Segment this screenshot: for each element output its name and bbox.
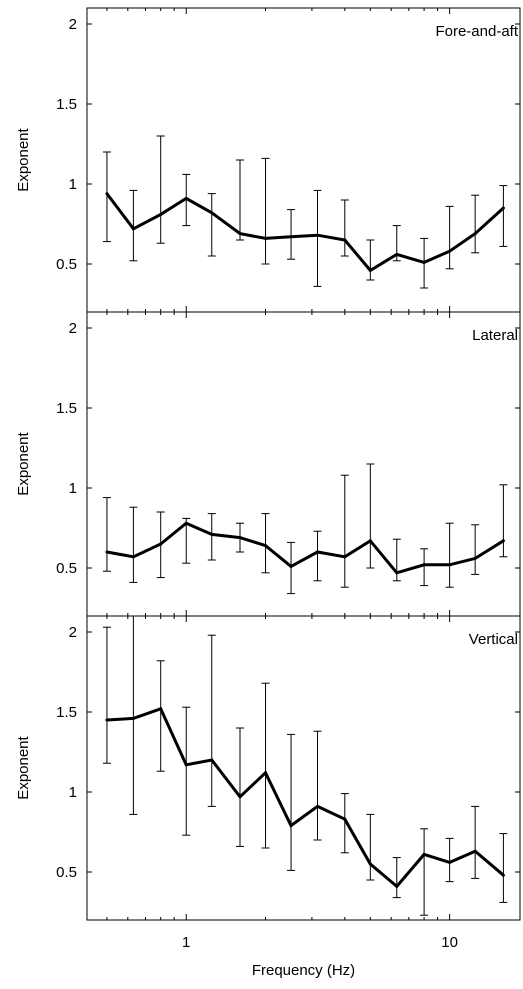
- data-point-lateral-1: [131, 555, 135, 559]
- series-line-fore-and-aft: [105, 192, 505, 273]
- panel-label-vertical: Vertical: [469, 631, 518, 648]
- y-tick-label-vertical-2: 1.5: [56, 704, 77, 721]
- data-point-vertical-14: [473, 849, 477, 853]
- data-point-vertical-6: [264, 771, 268, 775]
- data-point-lateral-0: [105, 550, 109, 554]
- data-point-fore-and-aft-9: [343, 238, 347, 242]
- data-point-lateral-8: [315, 550, 319, 554]
- data-point-fore-and-aft-10: [368, 268, 372, 272]
- data-point-vertical-5: [238, 795, 242, 799]
- y-tick-label-vertical-3: 2: [69, 624, 77, 641]
- data-point-vertical-15: [501, 873, 505, 877]
- data-point-lateral-12: [422, 563, 426, 567]
- data-point-vertical-8: [315, 804, 319, 808]
- plot-frame-lateral: [86, 311, 521, 617]
- series-line-lateral: [106, 521, 505, 575]
- data-point-fore-and-aft-1: [131, 227, 135, 231]
- data-point-fore-and-aft-5: [238, 232, 242, 236]
- y-tick-label-fore-and-aft-1: 1: [69, 176, 77, 193]
- x-tick-label-0: 1: [182, 934, 190, 951]
- y-tick-label-lateral-0: 0.5: [56, 560, 77, 577]
- plot-frame-fore-and-aft: [86, 7, 521, 313]
- data-point-vertical-12: [422, 852, 426, 856]
- y-tick-label-lateral-1: 1: [69, 480, 77, 497]
- data-point-lateral-10: [368, 539, 372, 543]
- y-tick-label-fore-and-aft-2: 1.5: [56, 96, 77, 113]
- series-line-vertical: [106, 706, 505, 889]
- data-point-fore-and-aft-8: [315, 233, 319, 237]
- y-axis-label-lateral: Exponent: [15, 431, 32, 495]
- data-point-lateral-7: [289, 564, 293, 568]
- data-point-fore-and-aft-2: [159, 212, 163, 216]
- data-point-lateral-3: [184, 521, 188, 525]
- panel-label-fore-and-aft: Fore-and-aft: [435, 23, 518, 40]
- x-tick-label-1: 10: [441, 934, 458, 951]
- y-tick-label-vertical-0: 0.5: [56, 864, 77, 881]
- data-point-vertical-0: [105, 718, 109, 722]
- data-point-fore-and-aft-4: [210, 211, 214, 215]
- y-tick-label-fore-and-aft-3: 2: [69, 16, 77, 33]
- panel-lateral: 0.5 1 1.5 2: [56, 311, 521, 617]
- y-tick-label-fore-and-aft-0: 0.5: [56, 256, 77, 273]
- data-point-lateral-14: [473, 556, 477, 560]
- y-tick-label-lateral-3: 2: [69, 320, 77, 337]
- plot-frame-vertical: [86, 615, 521, 921]
- data-point-fore-and-aft-7: [289, 235, 293, 239]
- y-axis-label-vertical: Exponent: [15, 735, 32, 799]
- data-point-fore-and-aft-13: [448, 249, 452, 253]
- panel-label-lateral: Lateral: [472, 327, 518, 344]
- data-point-vertical-11: [395, 884, 399, 888]
- y-tick-label-vertical-1: 1: [69, 784, 77, 801]
- data-point-fore-and-aft-14: [473, 232, 477, 236]
- data-point-lateral-11: [395, 571, 399, 575]
- data-point-lateral-6: [264, 544, 268, 548]
- data-point-vertical-1: [131, 716, 135, 720]
- data-point-lateral-4: [210, 532, 214, 536]
- data-point-lateral-2: [159, 542, 163, 546]
- panel-vertical: 0.5 1 1.5 2 1 10: [56, 615, 521, 951]
- data-point-vertical-7: [289, 824, 293, 828]
- data-point-vertical-2: [159, 707, 163, 711]
- data-point-lateral-13: [448, 563, 452, 567]
- data-point-fore-and-aft-6: [264, 236, 268, 240]
- x-axis-label: Frequency (Hz): [252, 962, 355, 979]
- data-point-lateral-5: [238, 536, 242, 540]
- data-point-fore-and-aft-15: [501, 206, 505, 210]
- y-axis-label-fore-and-aft: Exponent: [15, 127, 32, 191]
- data-point-vertical-4: [210, 758, 214, 762]
- data-point-fore-and-aft-12: [422, 260, 426, 264]
- panel-fore-and-aft: 0.5 1 1.5 2: [56, 7, 521, 313]
- data-point-fore-and-aft-11: [395, 252, 399, 256]
- data-point-fore-and-aft-3: [184, 196, 188, 200]
- data-point-fore-and-aft-0: [105, 192, 109, 196]
- data-point-vertical-13: [448, 860, 452, 864]
- y-tick-label-lateral-2: 1.5: [56, 400, 77, 417]
- data-point-lateral-15: [501, 539, 505, 543]
- data-point-lateral-9: [343, 555, 347, 559]
- data-point-vertical-9: [343, 817, 347, 821]
- data-point-vertical-10: [368, 862, 372, 866]
- data-point-vertical-3: [184, 763, 188, 767]
